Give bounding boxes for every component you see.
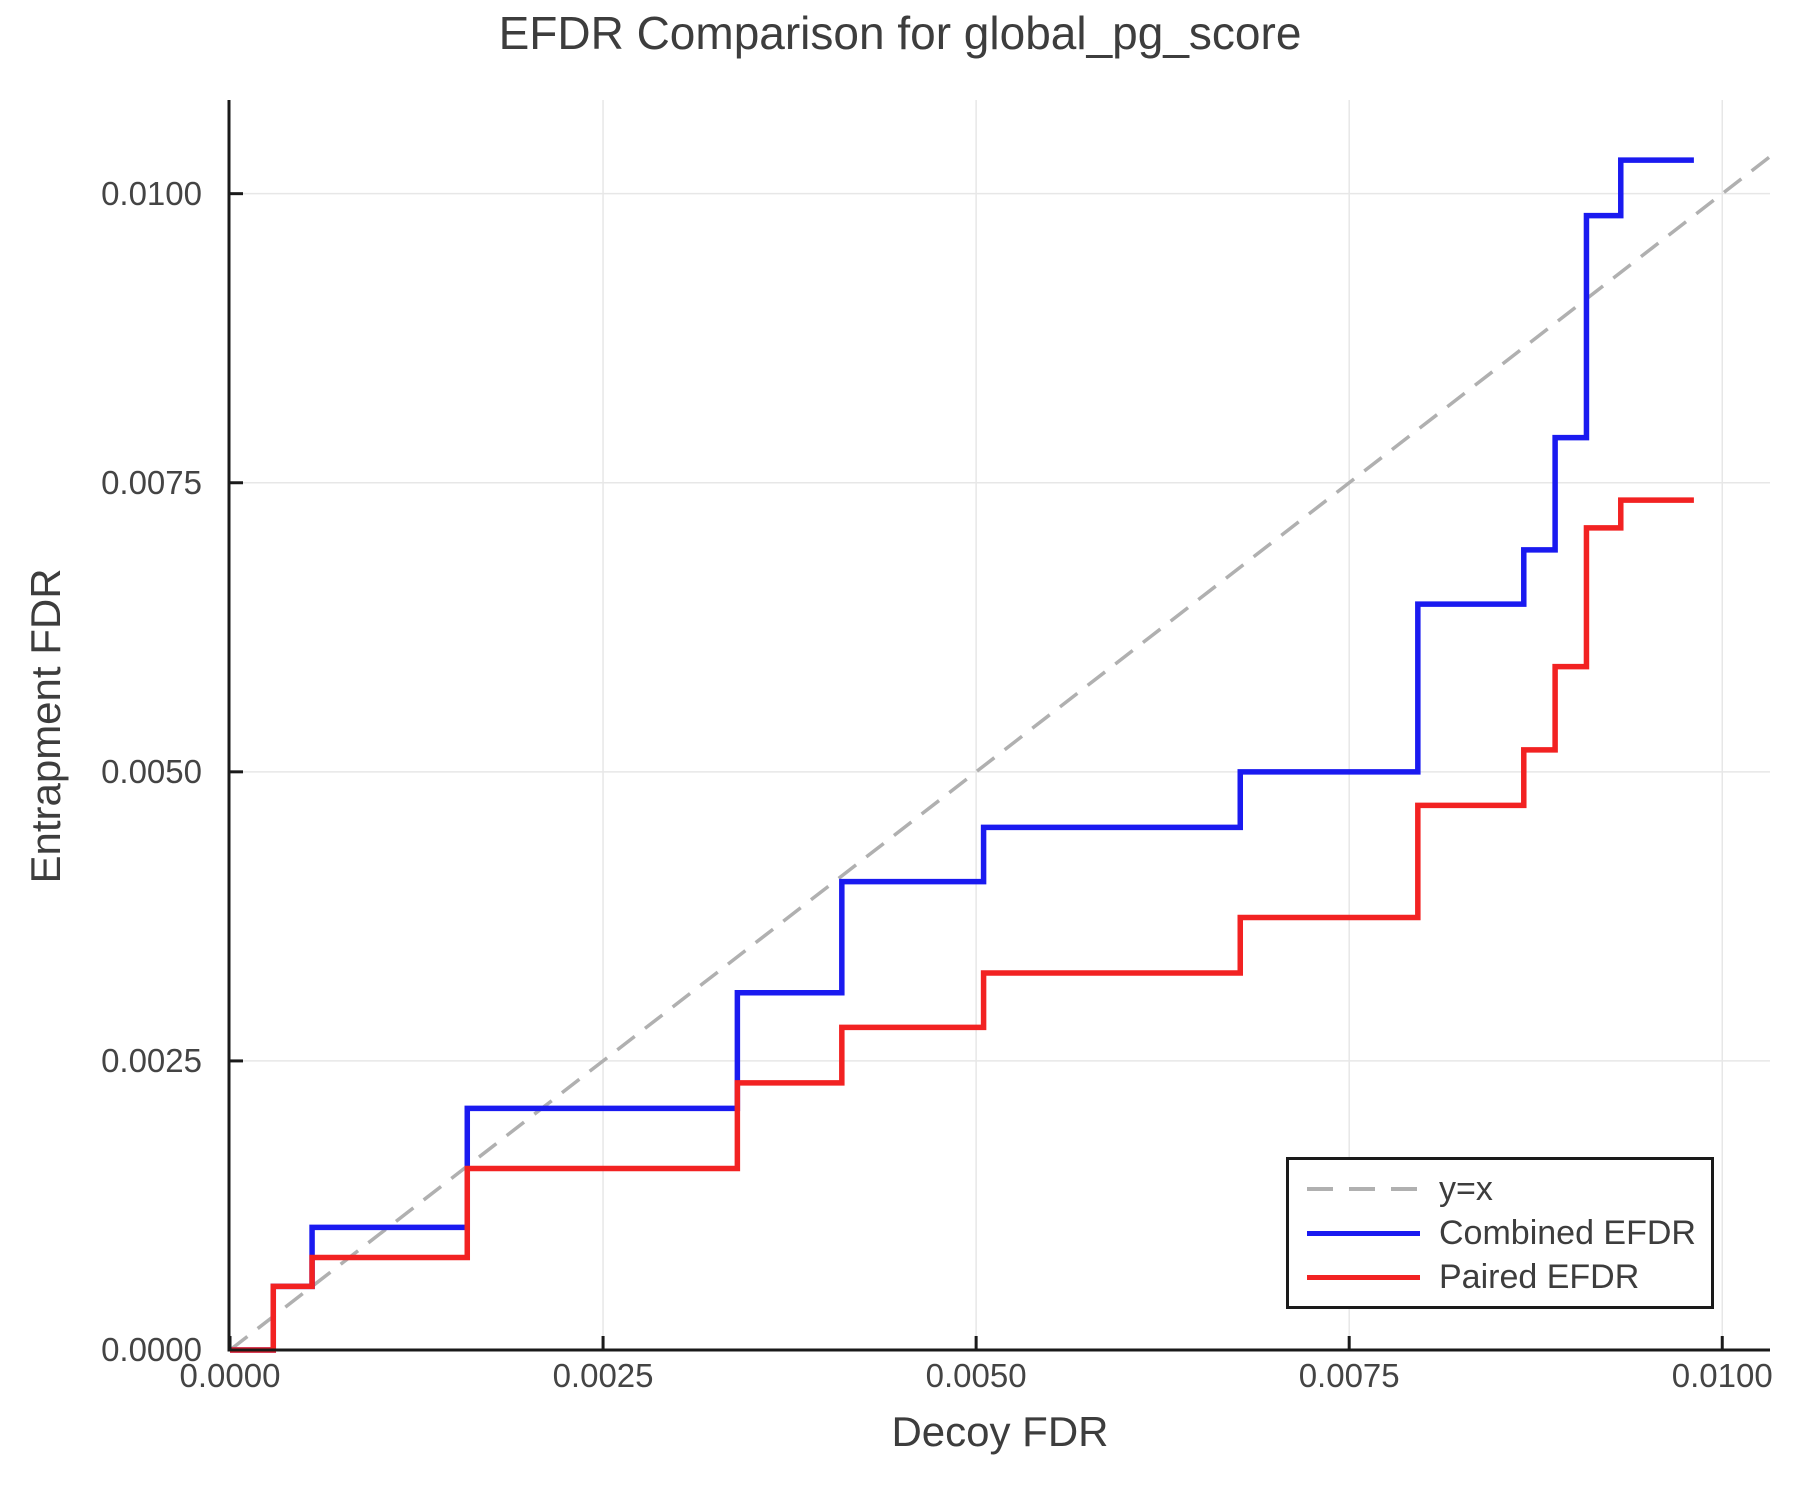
legend-line-sample-paired [1307,1274,1420,1280]
y-tick-label: 0.0100 [101,174,202,212]
chart-title: EFDR Comparison for global_pg_score [498,7,1302,59]
y-tick-label: 0.0075 [101,463,202,501]
x-tick-label: 0.0050 [925,1357,1027,1394]
x-tick-label: 0.0025 [552,1357,654,1394]
x-tick-label: 0.0000 [179,1357,281,1394]
x-tick-label: 0.0075 [1298,1357,1400,1394]
legend-line-sample-dashed [1307,1187,1420,1191]
legend-label: y=x [1439,1170,1493,1208]
legend-line-sample-combined [1307,1230,1420,1236]
paired-efdr-line [230,497,1694,1353]
legend-label: Paired EFDR [1439,1258,1640,1296]
legend: y=x Combined EFDR Paired EFDR [1286,1157,1714,1309]
legend-entry-paired-efdr: Paired EFDR [1307,1258,1711,1296]
x-tick-label: 0.0100 [1671,1357,1773,1394]
legend-entry-combined-efdr: Combined EFDR [1307,1214,1711,1252]
combined-efdr-line [230,157,1694,1353]
legend-entry-identity: y=x [1307,1170,1711,1208]
y-tick-label: 0.0000 [101,1331,202,1368]
y-axis-label: Entrapment FDR [22,568,69,884]
y-tick-label: 0.0025 [101,1041,202,1079]
x-axis-label: Decoy FDR [891,1408,1109,1455]
y-tick-label: 0.0050 [101,752,202,790]
legend-label: Combined EFDR [1439,1214,1696,1252]
identity-line [228,155,1772,1352]
